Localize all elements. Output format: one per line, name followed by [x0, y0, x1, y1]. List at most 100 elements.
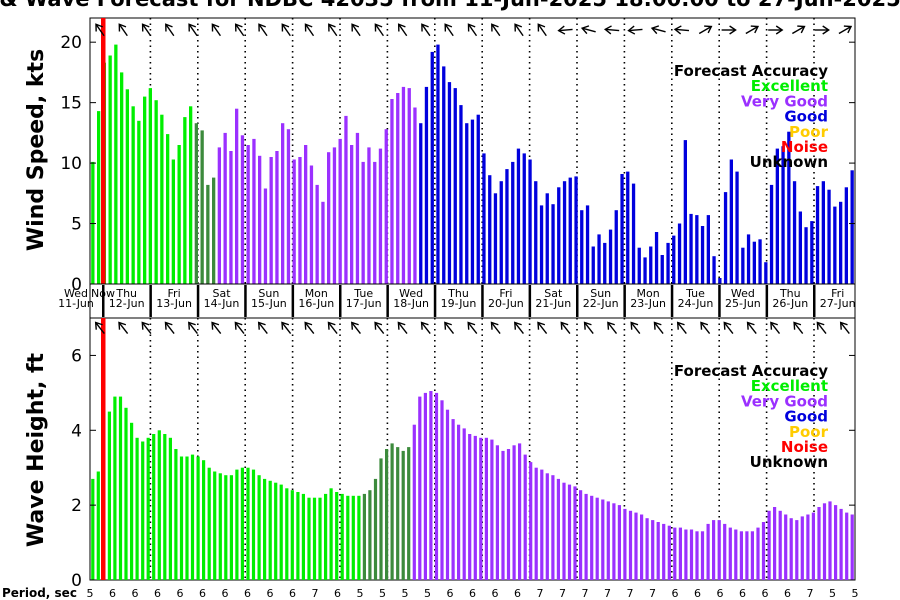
- wind-bar: [131, 106, 135, 284]
- wave-bar: [662, 523, 666, 580]
- legend-entry: Very Good: [741, 92, 828, 110]
- legend-entry: Excellent: [751, 77, 828, 95]
- wind-bar: [488, 175, 492, 284]
- arrow-icon: [118, 321, 129, 334]
- y-tick-label: 0: [71, 571, 82, 591]
- wave-bar: [784, 514, 788, 580]
- arrow-icon: [281, 23, 291, 37]
- wave-bar: [301, 493, 305, 580]
- wave-bar: [667, 525, 671, 580]
- wind-bar: [217, 147, 221, 284]
- date-label: 15-Jun: [251, 297, 287, 310]
- wind-bar: [804, 227, 808, 284]
- wind-bar: [390, 99, 394, 284]
- y-tick-label: 6: [71, 346, 82, 366]
- arrow-icon: [188, 23, 198, 37]
- wind-bar: [539, 205, 544, 284]
- wind-bar: [373, 161, 377, 284]
- wind-bar: [741, 247, 745, 284]
- wave-bar: [379, 458, 383, 580]
- wind-bar: [700, 226, 705, 284]
- wave-bar: [396, 447, 400, 580]
- now-marker-line: [101, 18, 106, 284]
- wind-bar: [603, 242, 607, 284]
- wind-bar: [206, 184, 210, 284]
- wave-bar: [612, 503, 616, 580]
- arrow-icon: [814, 25, 830, 35]
- wave-bar: [296, 492, 300, 580]
- arrow-icon: [768, 25, 784, 35]
- wind-bar: [240, 135, 245, 284]
- wave-bar: [130, 422, 134, 580]
- wave-bar: [390, 443, 394, 580]
- y-tick-label: 5: [71, 215, 82, 235]
- arrow-icon: [537, 23, 547, 37]
- wind-bar: [545, 193, 549, 284]
- wind-bar: [827, 189, 831, 284]
- period-value: 6: [694, 587, 701, 600]
- wave-bar: [750, 531, 754, 580]
- wave-bar: [545, 473, 549, 580]
- wind-bar: [672, 235, 676, 284]
- wave-bar: [462, 428, 466, 580]
- day-divider: [291, 285, 295, 317]
- wave-bar: [651, 520, 655, 580]
- wind-bar: [171, 159, 175, 284]
- arrow-icon: [397, 321, 408, 334]
- wave-bar: [834, 505, 838, 580]
- arrow-icon: [557, 25, 573, 35]
- wind-bar: [522, 153, 526, 284]
- wind-bar: [723, 192, 728, 284]
- wind-bar: [442, 66, 446, 285]
- date-label: 19-Jun: [441, 297, 477, 310]
- wave-bar: [506, 449, 511, 580]
- arrow-icon: [676, 321, 687, 334]
- wave-bar: [146, 437, 150, 580]
- wave-bar: [518, 443, 522, 580]
- day-divider: [813, 285, 816, 317]
- wave-bar: [224, 475, 228, 580]
- wave-bar: [490, 439, 494, 580]
- wave-bar: [706, 523, 710, 580]
- period-value: 6: [244, 587, 251, 600]
- day-divider: [244, 285, 247, 317]
- wind-bar: [735, 171, 739, 284]
- wave-bar: [601, 499, 605, 580]
- wave-bar: [850, 514, 854, 580]
- date-label: 12-Jun: [109, 297, 145, 310]
- period-value: 6: [267, 587, 274, 600]
- wind-bar: [298, 157, 302, 284]
- legend-title: Forecast Accuracy: [674, 62, 828, 80]
- period-value: 6: [492, 587, 499, 600]
- wind-bar: [833, 206, 837, 284]
- wind-bar: [591, 246, 595, 284]
- date-label: 11-Jun: [58, 297, 94, 310]
- period-value: 6: [154, 587, 161, 600]
- wind-bar: [683, 140, 687, 284]
- wind-bar: [160, 114, 164, 284]
- legend-entry: Noise: [781, 138, 828, 156]
- wind-bar: [355, 132, 360, 284]
- arrow-icon: [673, 25, 690, 35]
- day-divider: [528, 285, 532, 317]
- wind-bar: [758, 239, 762, 284]
- arrow-icon: [188, 321, 198, 334]
- arrow-icon: [653, 321, 664, 334]
- arrow-icon: [95, 23, 105, 37]
- arrow-icon: [421, 23, 431, 37]
- wind-bar: [557, 187, 561, 284]
- period-value: 7: [627, 587, 634, 600]
- wave-bar: [457, 424, 461, 580]
- date-label: 16-Jun: [298, 297, 334, 310]
- wave-bar: [739, 531, 743, 580]
- date-label: 27-Jun: [820, 297, 856, 310]
- arrow-icon: [816, 321, 827, 334]
- period-value: 6: [514, 587, 521, 600]
- wind-bar: [482, 153, 486, 284]
- wave-bar: [534, 467, 538, 580]
- wind-bar: [815, 186, 820, 284]
- day-of-week-label: Fri: [831, 287, 844, 300]
- wave-bar: [240, 467, 244, 580]
- wind-bar: [166, 134, 170, 284]
